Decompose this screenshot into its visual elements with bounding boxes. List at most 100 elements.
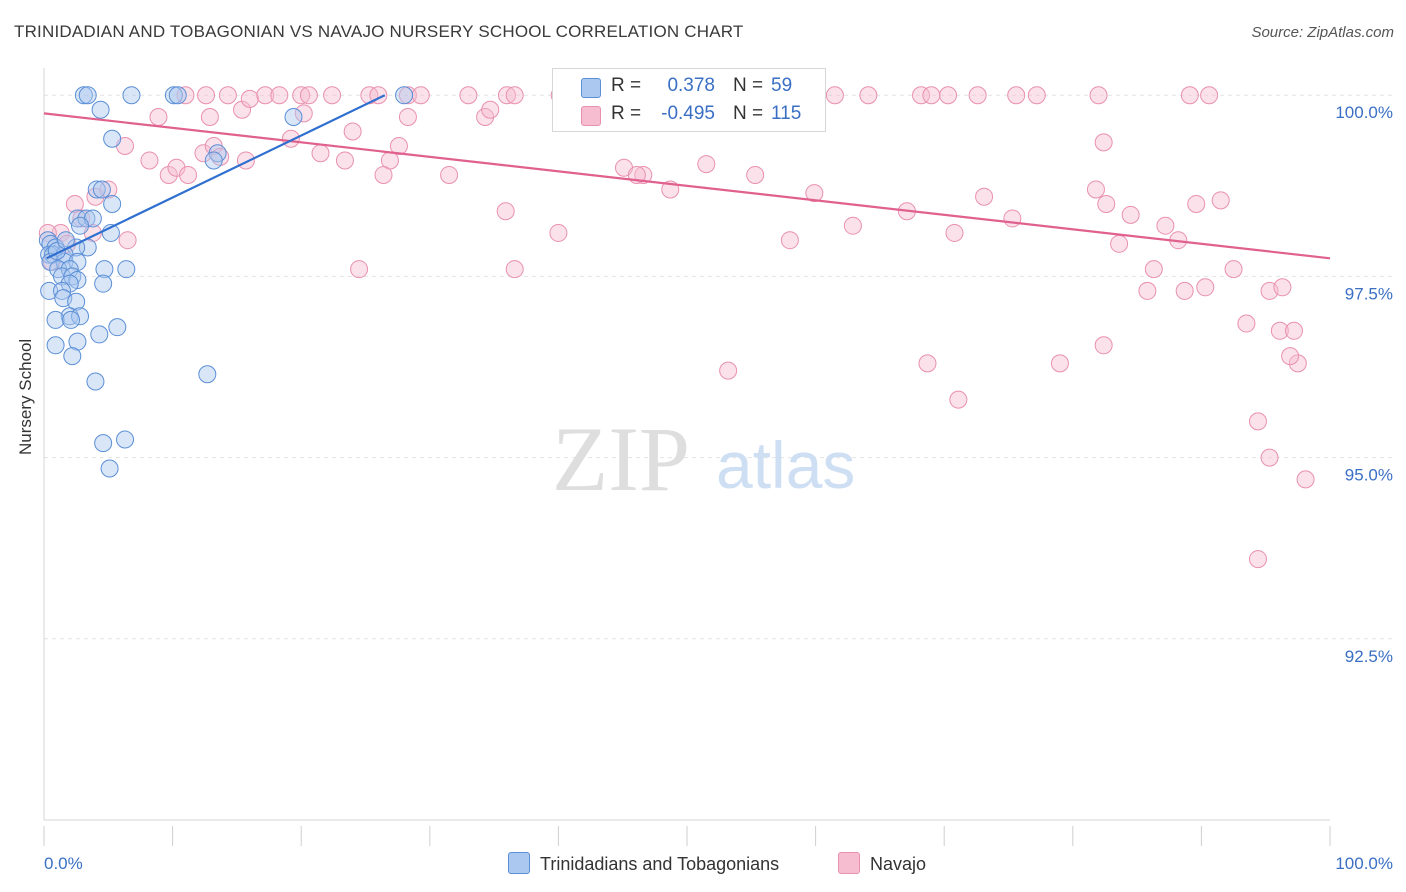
navajo-point (343, 122, 362, 141)
trinidadian-point (94, 274, 113, 293)
navajo-point (922, 86, 941, 105)
navajo-point (912, 86, 931, 105)
navajo-point (497, 86, 516, 105)
navajo-point (859, 86, 878, 105)
navajo-point (389, 136, 408, 155)
navajo-point (179, 165, 198, 184)
bottom-legend-label-navajo: Navajo (870, 854, 927, 874)
trinidadian-point (204, 151, 223, 170)
trinidadian-point (63, 347, 82, 366)
legend-row-navajo: R = -0.495 N = 115 (553, 101, 825, 131)
y-axis-label: Nursery School (16, 338, 35, 455)
navajo-point (294, 104, 313, 123)
watermark-atlas: atlas (716, 428, 855, 502)
navajo-point (1121, 205, 1140, 224)
trinidadian-point (41, 252, 60, 271)
bottom-legend-swatch-blue (508, 852, 530, 874)
navajo-point (299, 86, 318, 105)
navajo-point (374, 165, 393, 184)
navajo-point (780, 231, 799, 250)
trinidadian-point (68, 209, 87, 228)
navajo-point (1200, 86, 1219, 105)
navajo-point (1027, 86, 1046, 105)
legend-r-value: 0.378 (667, 75, 715, 96)
navajo-point (1050, 354, 1069, 373)
navajo-point (1296, 470, 1315, 489)
x-tick-label: 100.0% (1335, 854, 1393, 873)
legend-r-label: R = (611, 75, 642, 96)
bottom-legend-navajo: Navajo (838, 852, 926, 875)
navajo-point (1094, 336, 1113, 355)
navajo-point (1260, 448, 1279, 467)
navajo-point (240, 89, 259, 108)
trinidadian-point (71, 216, 90, 235)
trinidadian-point (90, 325, 109, 344)
trinidadian-point (122, 86, 141, 105)
navajo-point (975, 187, 994, 206)
navajo-point (1248, 550, 1267, 569)
trinidadian-point (284, 107, 303, 126)
navajo-point (918, 354, 937, 373)
navajo-point (719, 361, 738, 380)
watermark-zip: ZIP (552, 408, 690, 510)
trinidadian-point (395, 86, 414, 105)
navajo-point (200, 107, 219, 126)
navajo-point (149, 107, 168, 126)
axes (43, 68, 1331, 846)
trinidadian-point (92, 180, 111, 199)
trinidadian-point (53, 281, 72, 300)
navajo-point (1180, 86, 1199, 105)
navajo-point (197, 86, 216, 105)
navajo-point (1110, 234, 1129, 253)
navajo-point (505, 86, 524, 105)
navajo-point (323, 86, 342, 105)
navajo-point (1284, 321, 1303, 340)
navajo-point (1288, 354, 1307, 373)
trinidadian-points (38, 86, 414, 478)
navajo-point (256, 86, 275, 105)
trinidadian-point (46, 310, 65, 329)
trinidadian-point (164, 86, 183, 105)
trinidadian-point (68, 252, 87, 271)
watermark: ZIP atlas (552, 408, 855, 510)
trinidadian-point (100, 459, 119, 478)
navajo-point (38, 223, 57, 242)
navajo-point (140, 151, 159, 170)
legend-swatch-pink (581, 106, 601, 126)
trinidadian-trend-line (46, 94, 386, 260)
navajo-point (843, 216, 862, 235)
trinidadian-point (74, 86, 93, 105)
trinidadian-point (71, 307, 90, 326)
navajo-point (398, 86, 417, 105)
bottom-legend-swatch-pink (838, 852, 860, 874)
navajo-point (1175, 281, 1194, 300)
navajo-point (1086, 180, 1105, 199)
navajo-point (311, 144, 330, 163)
navajo-point (1196, 278, 1215, 297)
y-tick-label: 100.0% (1335, 103, 1393, 122)
trend-lines (43, 94, 1331, 260)
navajo-point (1224, 260, 1243, 279)
bottom-legend-trinidadian: Trinidadians and Tobagonians (508, 852, 779, 875)
navajo-point (949, 390, 968, 409)
navajo-point (1273, 278, 1292, 297)
source-label: Source: ZipAtlas.com (1251, 24, 1394, 41)
legend-swatch-blue (581, 78, 601, 98)
trinidadian-point (53, 267, 72, 286)
y-tick-label: 95.0% (1345, 466, 1393, 485)
trinidadian-point (168, 86, 187, 105)
legend-n-value: 59 (771, 75, 793, 96)
trinidadian-point (95, 260, 114, 279)
legend-n-label: N = (733, 103, 764, 124)
navajo-point (159, 165, 178, 184)
trinidadian-point (46, 336, 65, 355)
navajo-point (505, 260, 524, 279)
trinidadian-point (68, 332, 87, 351)
grid-lines (44, 94, 1392, 640)
legend-r-value: -0.495 (661, 103, 715, 124)
trinidadian-point (94, 434, 113, 453)
trinidadian-point (116, 430, 135, 449)
trinidadian-point (198, 365, 217, 384)
navajo-point (218, 86, 237, 105)
trinidadian-point (103, 129, 122, 148)
